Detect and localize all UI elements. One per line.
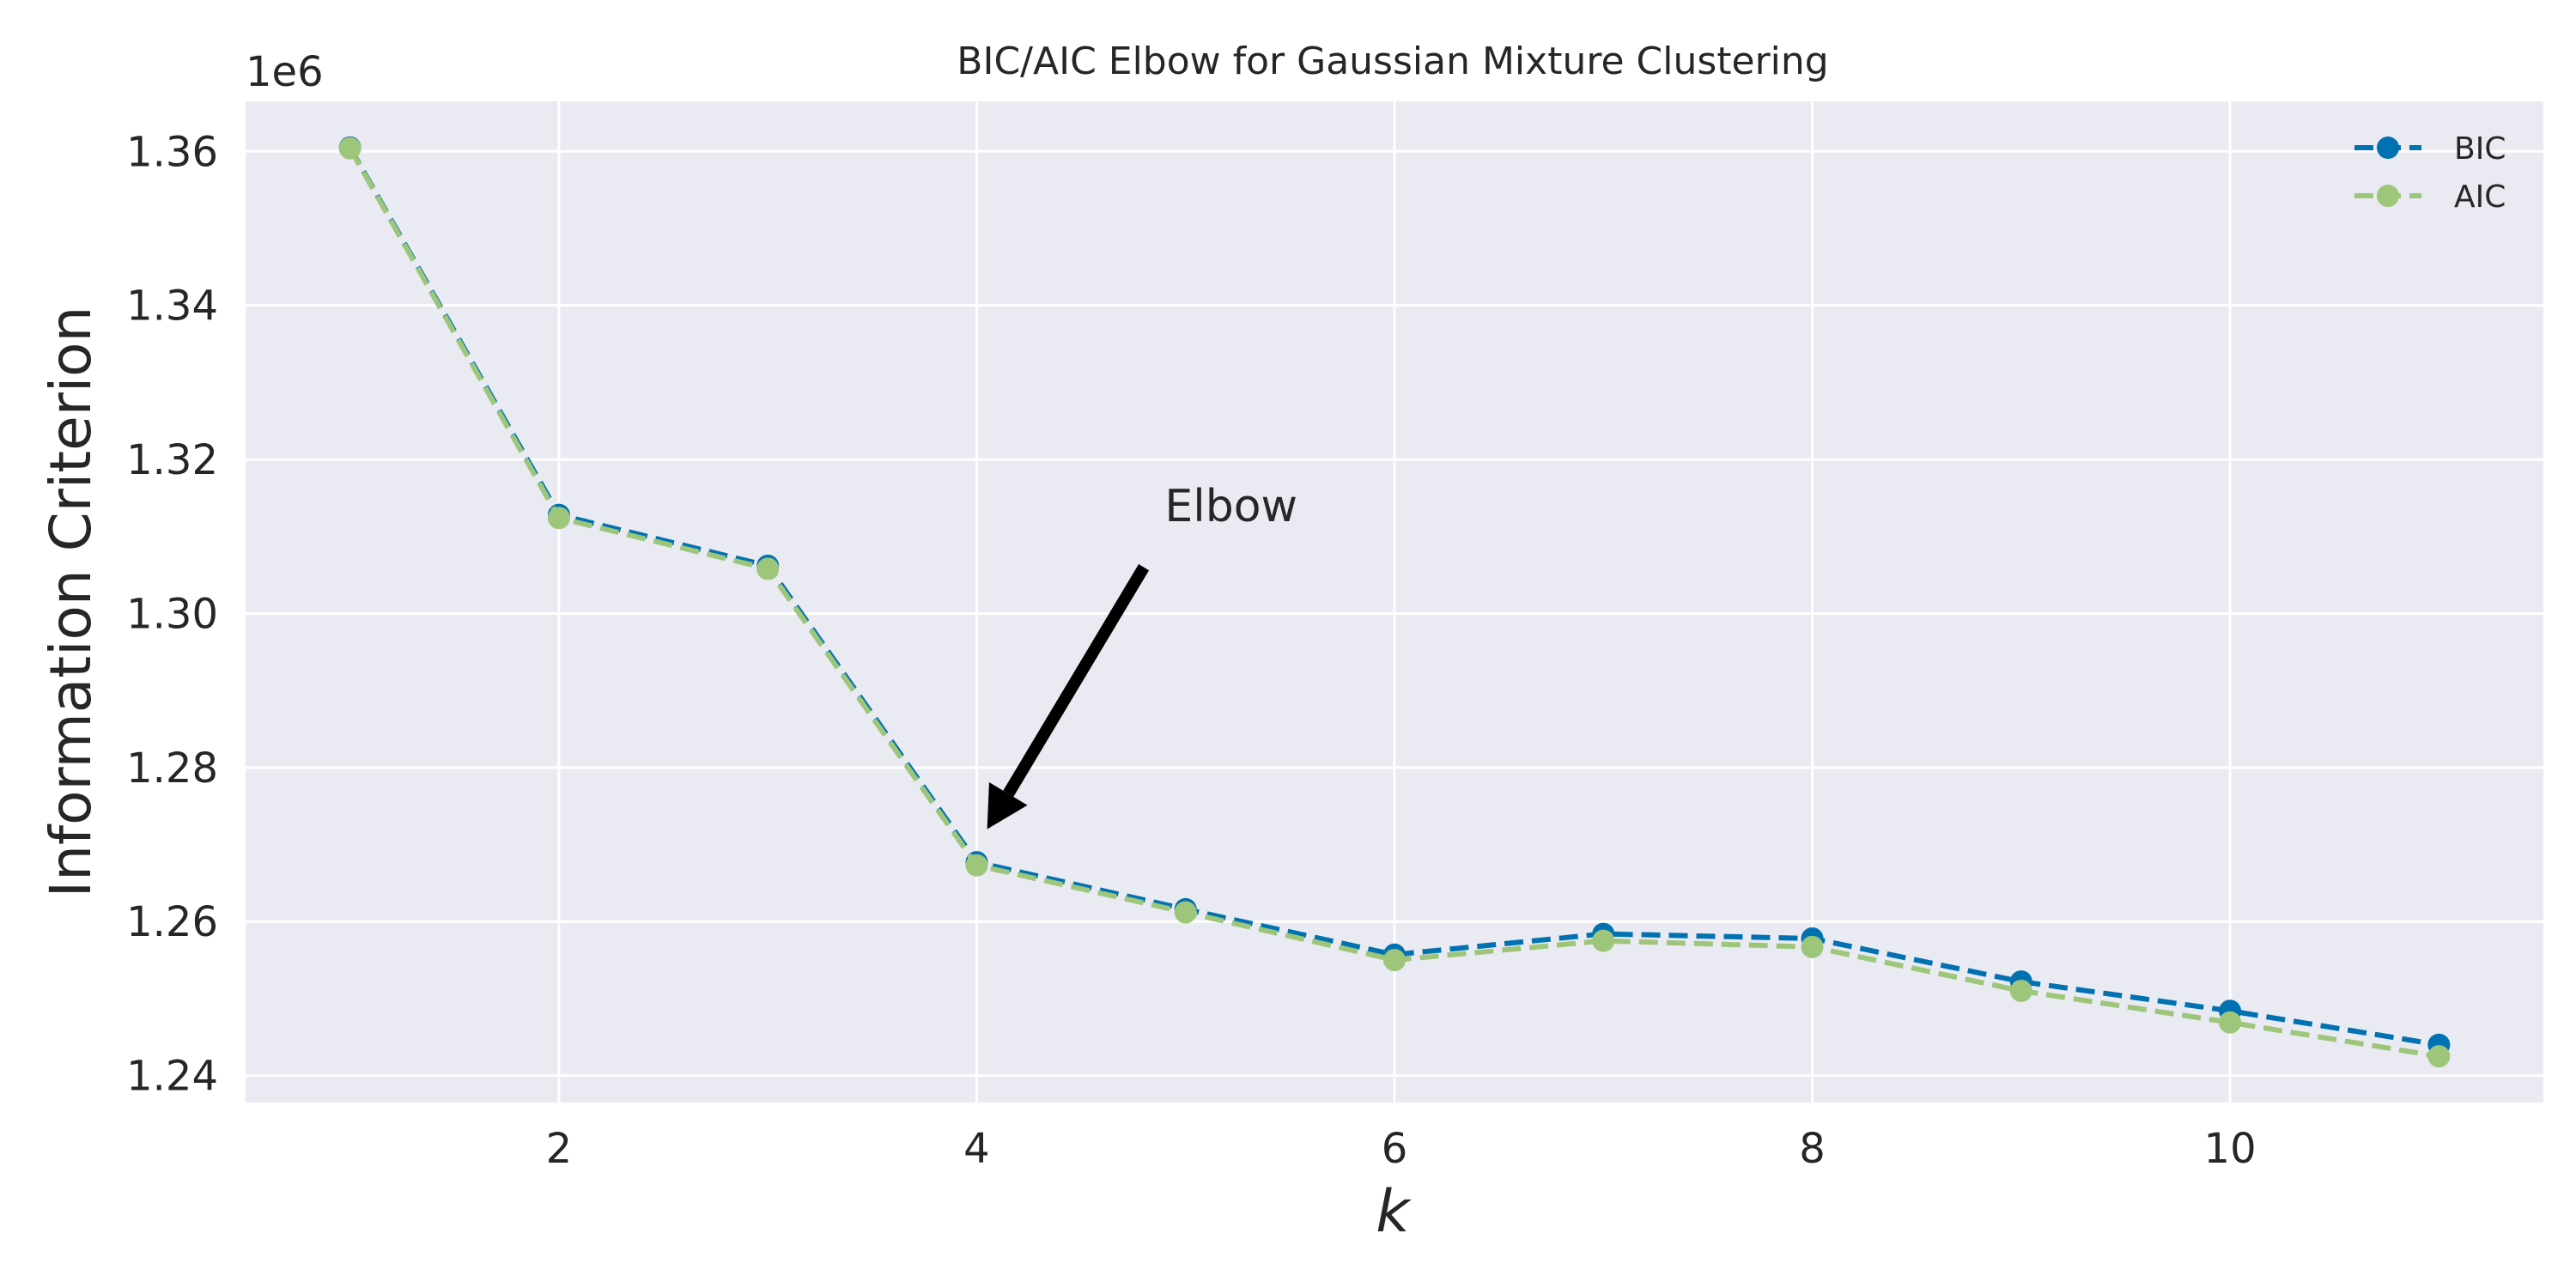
aic-point xyxy=(1174,901,1197,924)
grid xyxy=(246,101,2543,1103)
aic-point xyxy=(547,507,570,530)
bic-line xyxy=(348,146,2439,1048)
chart-title: BIC/AIC Elbow for Gaussian Mixture Clust… xyxy=(957,39,1828,83)
y-offset-label: 1e6 xyxy=(246,48,324,96)
x-tick-label: 8 xyxy=(1799,1125,1826,1173)
x-tick-label: 4 xyxy=(963,1125,990,1173)
y-tick-label: 1.26 xyxy=(126,898,218,946)
elbow-arrow-head xyxy=(987,782,1028,829)
annotation: Elbow xyxy=(987,481,1297,829)
y-tick-label: 1.28 xyxy=(126,744,218,793)
ticks: 2 4 6 8 10 1.24 1.26 1.28 1.30 1.32 1.34 1.36 xyxy=(126,128,2257,1173)
series-group xyxy=(338,136,2451,1068)
y-tick-label: 1.30 xyxy=(126,590,218,638)
y-tick-label: 1.34 xyxy=(126,283,218,331)
elbow-annotation: Elbow xyxy=(1164,481,1297,532)
aic-point xyxy=(965,854,988,877)
x-tick-label: 10 xyxy=(2204,1125,2257,1173)
elbow-arrow xyxy=(1003,564,1150,797)
y-axis-label: Information Criterion xyxy=(38,307,104,898)
aic-point xyxy=(2219,1011,2242,1034)
x-axis-label: k xyxy=(1376,1178,1412,1246)
x-tick-label: 2 xyxy=(546,1125,573,1173)
y-tick-label: 1.36 xyxy=(126,128,218,176)
x-tick-label: 6 xyxy=(1382,1125,1408,1173)
aic-point xyxy=(1801,935,1824,958)
aic-point xyxy=(756,557,780,580)
aic-point xyxy=(2009,979,2032,1002)
aic-point xyxy=(338,137,361,160)
legend-bic-label: BIC xyxy=(2454,131,2506,167)
y-tick-label: 1.24 xyxy=(126,1053,218,1101)
legend-aic-label: AIC xyxy=(2454,179,2506,215)
y-tick-label: 1.32 xyxy=(126,436,218,484)
legend: BIC AIC xyxy=(2354,131,2506,215)
aic-point xyxy=(1383,949,1406,972)
aic-point xyxy=(2427,1045,2451,1068)
aic-point xyxy=(1592,929,1615,952)
legend-bic-marker xyxy=(2377,137,2399,159)
legend-aic-marker xyxy=(2377,185,2399,207)
